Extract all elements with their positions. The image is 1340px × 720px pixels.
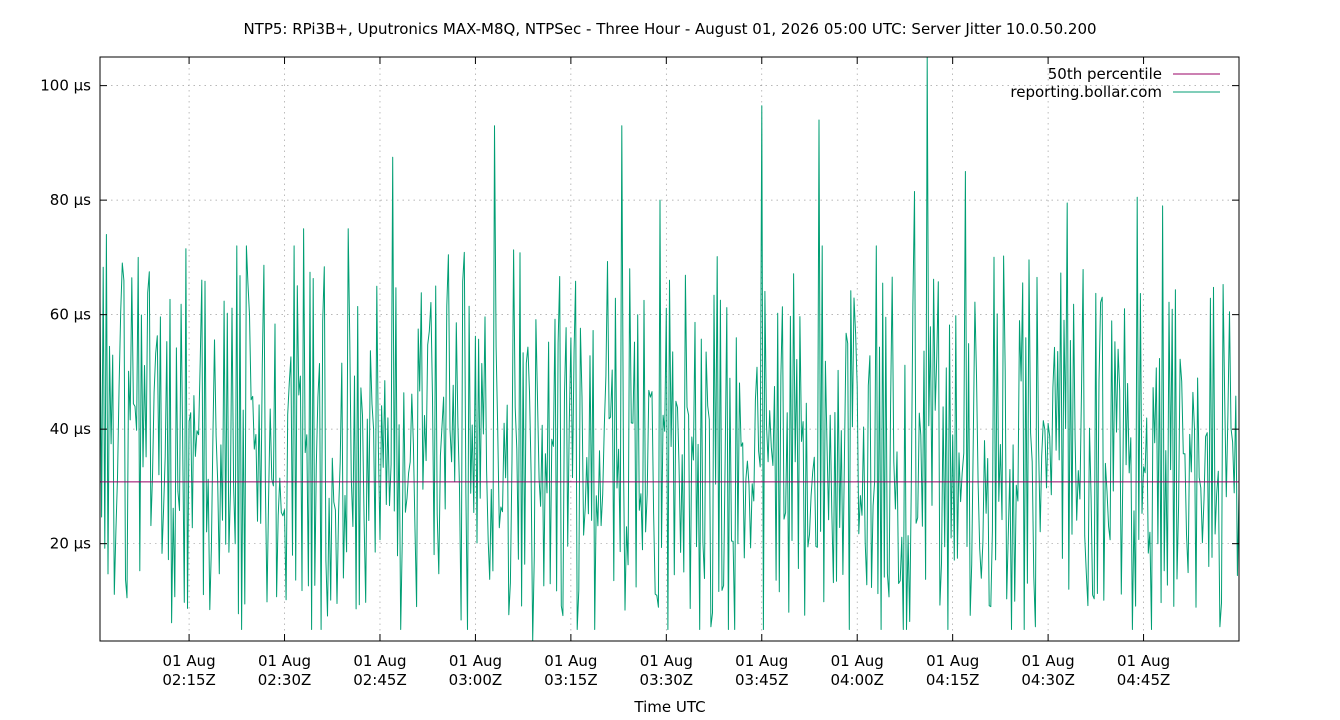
x-tick-label-date: 01 Aug [353, 652, 406, 670]
jitter-series-line [99, 56, 1240, 642]
x-tick-label-time: 03:15Z [544, 671, 598, 689]
x-tick-label-date: 01 Aug [258, 652, 311, 670]
x-tick-label-time: 03:00Z [449, 671, 503, 689]
y-tick-label: 40 µs [50, 420, 91, 438]
y-tick-label: 20 µs [50, 535, 91, 553]
y-tick-labels: 20 µs 40 µs 60 µs 80 µs 100 µs [40, 77, 91, 553]
x-tick-label-time: 04:00Z [830, 671, 884, 689]
x-tick-label-date: 01 Aug [163, 652, 216, 670]
x-tick-label-date: 01 Aug [449, 652, 502, 670]
x-tick-label-time: 03:30Z [640, 671, 694, 689]
y-tick-label: 60 µs [50, 306, 91, 324]
series-layer [99, 56, 1240, 642]
chart-title: NTP5: RPi3B+, Uputronics MAX-M8Q, NTPSec… [243, 20, 1096, 38]
x-tick-label-time: 02:45Z [353, 671, 407, 689]
x-tick-label-date: 01 Aug [1022, 652, 1075, 670]
legend-label: 50th percentile [1048, 65, 1162, 83]
x-tick-label-time: 04:15Z [926, 671, 980, 689]
plot-border [99, 56, 1240, 642]
x-tick-label-time: 02:30Z [258, 671, 312, 689]
x-tick-label-time: 04:30Z [1021, 671, 1075, 689]
x-tick-label-date: 01 Aug [926, 652, 979, 670]
x-tick-label-time: 02:15Z [162, 671, 216, 689]
x-axis-label: Time UTC [633, 698, 705, 716]
y-tick-label: 80 µs [50, 191, 91, 209]
x-tick-label-date: 01 Aug [640, 652, 693, 670]
x-tick-label-date: 01 Aug [544, 652, 597, 670]
legend-label: reporting.bollar.com [1010, 83, 1162, 101]
x-tick-label-time: 03:45Z [735, 671, 789, 689]
x-tick-label-date: 01 Aug [831, 652, 884, 670]
x-tick-label-date: 01 Aug [735, 652, 788, 670]
x-tick-label-date: 01 Aug [1117, 652, 1170, 670]
tick-layer [100, 57, 1239, 641]
x-tick-label-time: 04:45Z [1117, 671, 1171, 689]
y-tick-label: 100 µs [40, 77, 91, 95]
